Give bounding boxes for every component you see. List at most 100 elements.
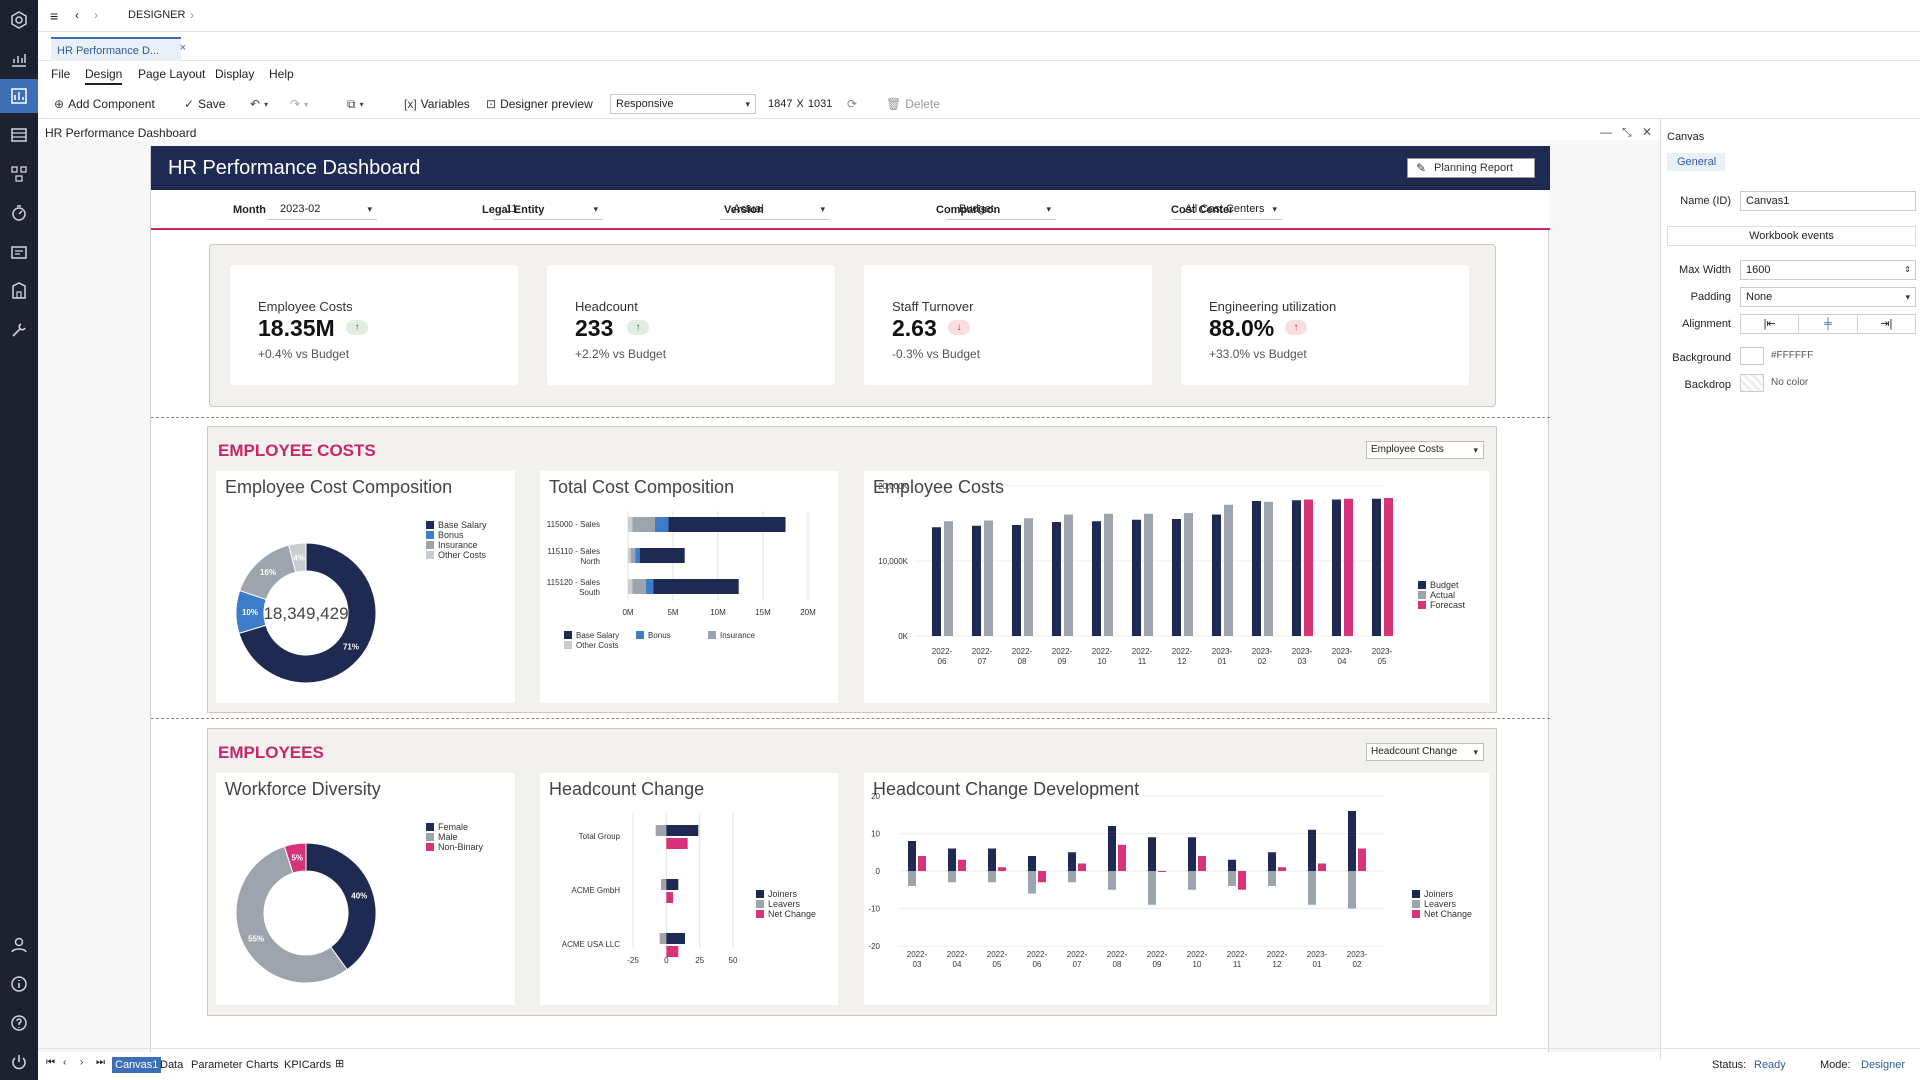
filter-cost-center-select[interactable]: All Cost Centers ▾ xyxy=(1172,198,1282,220)
hc-legend-label: Leavers xyxy=(768,899,801,909)
y-tick-label: -10 xyxy=(868,905,880,914)
prev-sheet-icon[interactable]: ‹ xyxy=(63,1057,67,1068)
undo-button[interactable]: ↶ ▾ xyxy=(250,95,268,113)
align-right-icon[interactable]: ⇥| xyxy=(1880,318,1893,330)
copy-dropdown-icon[interactable]: ▾ xyxy=(359,99,364,109)
align-left-icon[interactable]: |⇤ xyxy=(1763,318,1776,330)
sheet-tab-data[interactable]: Data xyxy=(160,1059,184,1071)
hamburger-icon[interactable]: ≡ xyxy=(50,8,59,24)
menu-page-layout[interactable]: Page Layout xyxy=(138,67,206,81)
save-button[interactable]: ✓ Save xyxy=(184,95,225,113)
max-width-field[interactable]: 1600 ⇕ xyxy=(1740,260,1916,280)
kpi-card-employee-costs[interactable]: Employee Costs 18.35M ↑ +0.4% vs Budget xyxy=(230,265,518,385)
section-select[interactable]: Employee Costs ▾ xyxy=(1366,441,1484,459)
planning-report-button[interactable]: ✎ Planning Report xyxy=(1407,158,1535,178)
name-field[interactable]: Canvas1 xyxy=(1740,191,1916,211)
building-icon[interactable] xyxy=(0,274,38,308)
canvas-width[interactable]: 1847 xyxy=(768,98,793,110)
canvas-height[interactable]: 1031 xyxy=(807,98,833,110)
power-icon[interactable] xyxy=(0,1045,38,1079)
undo-dropdown-icon[interactable]: ▾ xyxy=(264,99,269,109)
headcount-development-chart[interactable]: 20100-10-202022-032022-042022-052022-062… xyxy=(864,773,1489,1005)
sheet-tab-charts[interactable]: Charts xyxy=(246,1059,279,1071)
sheet-tab-kpicards[interactable]: KPICards xyxy=(284,1059,332,1071)
tab-general[interactable]: General xyxy=(1667,153,1725,171)
process-icon[interactable] xyxy=(0,196,38,230)
redo-button[interactable]: ↷ ▾ xyxy=(290,95,308,113)
refresh-button[interactable]: ⟳ xyxy=(847,95,857,113)
sheet-tab-parameter[interactable]: Parameter xyxy=(191,1059,243,1071)
menu-design[interactable]: Design xyxy=(85,67,123,85)
category-label: ACME GmbH xyxy=(572,886,621,895)
layout-mode-select[interactable]: Responsive ▾ xyxy=(610,94,756,114)
chevron-down-icon: ▾ xyxy=(745,99,750,109)
report-designer-icon[interactable] xyxy=(0,79,38,113)
app-logo-icon[interactable] xyxy=(0,3,38,37)
category-label: 115110 - Sales xyxy=(547,547,600,556)
x-tick-label: 2022- xyxy=(1092,647,1113,656)
back-icon[interactable]: ‹ xyxy=(75,8,79,22)
designer-preview-button[interactable]: ⊡ Designer preview xyxy=(486,95,593,113)
employee-costs-bar-chart[interactable]: 20,000K10,000K0K2022-062022-072022-08202… xyxy=(864,471,1489,703)
bar xyxy=(666,933,685,944)
document-tab[interactable]: HR Performance D... × xyxy=(51,37,186,61)
close-tab-icon[interactable]: × xyxy=(179,42,186,54)
section-select[interactable]: Headcount Change ▾ xyxy=(1366,743,1484,761)
padding-select[interactable]: None ▾ xyxy=(1740,287,1916,307)
headcount-change-chart[interactable]: -25 0 25 50 Total Group ACME GmbH ACME USA LLC… xyxy=(540,773,838,1005)
user-icon[interactable] xyxy=(0,928,38,962)
backdrop-swatch[interactable] xyxy=(1740,374,1764,392)
filter-month-select[interactable]: 2023-02 ▾ xyxy=(267,198,377,220)
kpi-label: Staff Turnover xyxy=(892,299,974,314)
analytics-icon[interactable] xyxy=(0,42,38,76)
variables-button[interactable]: [x] Variables xyxy=(404,95,470,113)
menu-display[interactable]: Display xyxy=(215,67,255,81)
redo-dropdown-icon[interactable]: ▾ xyxy=(304,99,309,109)
x-tick-label: 06 xyxy=(938,657,947,666)
kpi-card-headcount[interactable]: Headcount 233 ↑ +2.2% vs Budget xyxy=(547,265,835,385)
help-icon[interactable] xyxy=(0,1006,38,1040)
chevron-down-icon: ▾ xyxy=(367,204,372,214)
close-icon[interactable]: ✕ xyxy=(1642,125,1653,139)
last-sheet-icon[interactable]: ⏭ xyxy=(96,1057,105,1068)
collapse-icon[interactable]: ⤡ xyxy=(1622,125,1632,139)
workbook-events-button[interactable]: Workbook events xyxy=(1667,226,1916,246)
spinner-icon[interactable]: ⇕ xyxy=(1904,265,1911,274)
table-icon[interactable] xyxy=(0,118,38,152)
menu-file[interactable]: File xyxy=(51,67,71,81)
diversity-legend-label: Male xyxy=(438,832,458,842)
filter-legal-entity-select[interactable]: 11 ▾ xyxy=(493,198,603,220)
filter-comparison-select[interactable]: Budget ▾ xyxy=(946,198,1056,220)
forward-icon[interactable]: › xyxy=(94,8,98,22)
cost-composition-donut[interactable]: 71% 10% 16% 4% 18,349,429 Base SalaryBonusIns… xyxy=(216,471,515,703)
add-component-button[interactable]: ⊕ Add Component xyxy=(54,95,155,113)
add-sheet-icon[interactable]: ⊞ xyxy=(335,1058,345,1070)
backdrop-label: Backdrop xyxy=(1684,379,1731,391)
hc-legend-swatch xyxy=(756,910,764,918)
copy-button[interactable]: ⧉ ▾ xyxy=(347,95,364,113)
stacked-bar-segment xyxy=(655,517,669,532)
data-store-icon[interactable] xyxy=(0,235,38,269)
tools-icon[interactable] xyxy=(0,313,38,347)
total-cost-bar-chart[interactable]: 0M 5M 10M 15M 20M 115000 - Sales 115110 - Sale… xyxy=(540,471,838,703)
name-label: Name (ID) xyxy=(1680,195,1731,207)
info-icon[interactable] xyxy=(0,967,38,1001)
diversity-slice xyxy=(283,842,307,874)
breadcrumb[interactable]: DESIGNER xyxy=(128,9,186,21)
background-swatch[interactable] xyxy=(1740,347,1764,365)
bar xyxy=(1332,499,1341,636)
filter-version-select[interactable]: Actual ▾ xyxy=(720,198,830,220)
menu-help[interactable]: Help xyxy=(269,67,294,81)
minimize-icon[interactable]: — xyxy=(1600,125,1612,139)
align-center-icon[interactable]: ╪ xyxy=(1798,315,1858,333)
kpi-card-engineering-utilization[interactable]: Engineering utilization 88.0% ↑ +33.0% v… xyxy=(1181,265,1469,385)
kpi-card-staff-turnover[interactable]: Staff Turnover 2.63 ↓ -0.3% vs Budget xyxy=(864,265,1152,385)
first-sheet-icon[interactable]: ⏮ xyxy=(46,1057,55,1068)
kpi-label: Engineering utilization xyxy=(1209,299,1337,314)
delete-button[interactable]: 🗑 Delete xyxy=(886,95,940,113)
model-icon[interactable] xyxy=(0,157,38,191)
next-sheet-icon[interactable]: › xyxy=(80,1057,84,1068)
sheet-tab-canvas1[interactable]: Canvas1 xyxy=(112,1057,162,1073)
dashboard-canvas[interactable]: HR Performance Dashboard ✎ Planning Repo… xyxy=(150,146,1550,1052)
